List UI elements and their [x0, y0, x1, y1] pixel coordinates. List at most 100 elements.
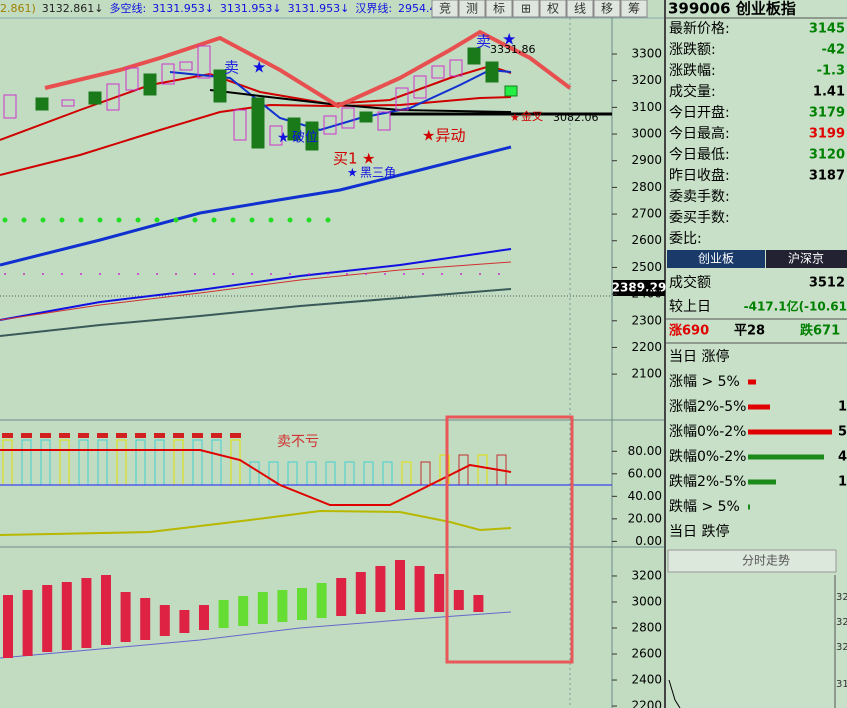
indicator-cap	[78, 433, 89, 438]
star: ★	[510, 111, 520, 124]
price-label: 2389.29	[612, 281, 667, 295]
row-label: 委比:	[669, 231, 702, 247]
y-tick-label: 2800	[631, 180, 662, 194]
dot	[80, 273, 82, 275]
toolbar-button[interactable]	[485, 0, 513, 18]
intraday-header[interactable]	[667, 549, 837, 573]
indicator-line	[0, 509, 512, 536]
y-tick-label: 2200	[631, 340, 662, 354]
y-tick-label: 3200	[631, 73, 662, 87]
candle	[233, 109, 247, 141]
dot	[460, 273, 462, 275]
mini-tick-label: 32	[836, 642, 847, 653]
row-value: 3120	[809, 148, 845, 163]
y-tick-label: 3000	[631, 594, 662, 608]
toolbar-button[interactable]	[431, 0, 459, 18]
candle	[305, 121, 319, 151]
toolbar-button[interactable]	[512, 0, 540, 18]
star: ★	[277, 130, 290, 146]
toolbar-label[interactable]: ⊞	[521, 2, 531, 16]
dot	[42, 273, 44, 275]
volume-bar	[140, 598, 151, 640]
tab[interactable]	[766, 250, 847, 268]
dot	[156, 273, 158, 275]
toolbar-label[interactable]: 移	[601, 2, 613, 16]
toolbar-button[interactable]	[539, 0, 567, 18]
y-tick-label: 2400	[631, 287, 662, 301]
breadth-label: 跌幅 > 5%	[669, 499, 740, 515]
candle	[3, 94, 17, 119]
tab-label[interactable]: 创业板	[698, 252, 734, 266]
dot	[118, 273, 120, 275]
dot	[175, 273, 177, 275]
candle	[377, 111, 391, 131]
volume-bar	[199, 605, 209, 630]
toolbar-label[interactable]: 测	[466, 2, 478, 16]
volume-bar	[218, 600, 229, 628]
candle	[161, 63, 175, 85]
toolbar-label[interactable]: 权	[547, 2, 559, 16]
toolbar-button[interactable]	[566, 0, 594, 18]
intraday-title[interactable]: 分时走势	[742, 554, 790, 568]
highlight-box	[445, 415, 574, 664]
volume-bar	[61, 582, 72, 650]
dot	[116, 217, 122, 223]
volume-bar	[414, 566, 425, 612]
toolbar-button[interactable]	[458, 0, 486, 18]
legend-item: 3131.953↓	[152, 2, 214, 15]
volume-bar	[453, 590, 464, 610]
down-count: 跌671	[800, 323, 840, 339]
indicator-cap	[21, 433, 32, 438]
mini-axis-labels: 32 32 32 31	[836, 592, 847, 690]
quote-title: 399006 创业板指	[668, 0, 796, 18]
candle	[323, 115, 337, 135]
row-value: 1.41	[813, 85, 845, 100]
tab[interactable]	[667, 250, 765, 268]
price-label-bg	[613, 280, 665, 296]
candle	[341, 107, 355, 129]
y-tick-label: 3300	[631, 47, 662, 61]
tab-label[interactable]: 沪深京	[788, 252, 824, 266]
value: -417.1亿(-10.61	[744, 299, 847, 314]
dot	[251, 273, 253, 275]
dot	[40, 217, 46, 223]
dot	[365, 273, 367, 275]
volume-bar	[179, 610, 190, 633]
dot	[232, 273, 234, 275]
legend-item: 2.861)	[0, 2, 36, 15]
y-tick-label: 40.00	[628, 489, 662, 503]
indicator-cap	[59, 433, 70, 438]
toolbar-label[interactable]: 竞	[439, 2, 451, 16]
breadth-bar	[748, 454, 824, 460]
breadth-label: 涨幅0%-2%	[669, 424, 746, 440]
dot	[23, 273, 25, 275]
volume-bar	[3, 595, 13, 658]
toolbar-label[interactable]: 标	[493, 2, 505, 16]
candle	[35, 97, 49, 111]
y-tick-label: 80.00	[628, 444, 662, 458]
dot	[422, 273, 424, 275]
breadth-value: 1	[838, 400, 847, 415]
row-label: 最新价格:	[669, 21, 730, 37]
candle	[485, 61, 499, 83]
y-tick-label: 2600	[631, 647, 662, 661]
mini-line	[668, 679, 681, 708]
candle	[467, 47, 481, 65]
volume-bar	[42, 585, 53, 652]
y-tick-label: 2900	[631, 153, 662, 167]
toolbar-button[interactable]	[593, 0, 621, 18]
star: ★	[362, 150, 375, 168]
toolbar-label[interactable]: 筹	[628, 2, 640, 16]
legend-item: 3132.861↓	[42, 2, 104, 15]
legend-item: 3131.953↓	[220, 2, 282, 15]
indicator-cap	[211, 433, 222, 438]
row-value: 3199	[809, 127, 845, 142]
indicator-cap	[192, 433, 203, 438]
toolbar-label[interactable]: 线	[574, 2, 586, 16]
dot	[479, 273, 481, 275]
ma-line	[0, 248, 512, 321]
toolbar-button[interactable]	[620, 0, 648, 18]
mini-tick-label: 32	[836, 617, 847, 628]
y-tick-label: 2500	[631, 260, 662, 274]
